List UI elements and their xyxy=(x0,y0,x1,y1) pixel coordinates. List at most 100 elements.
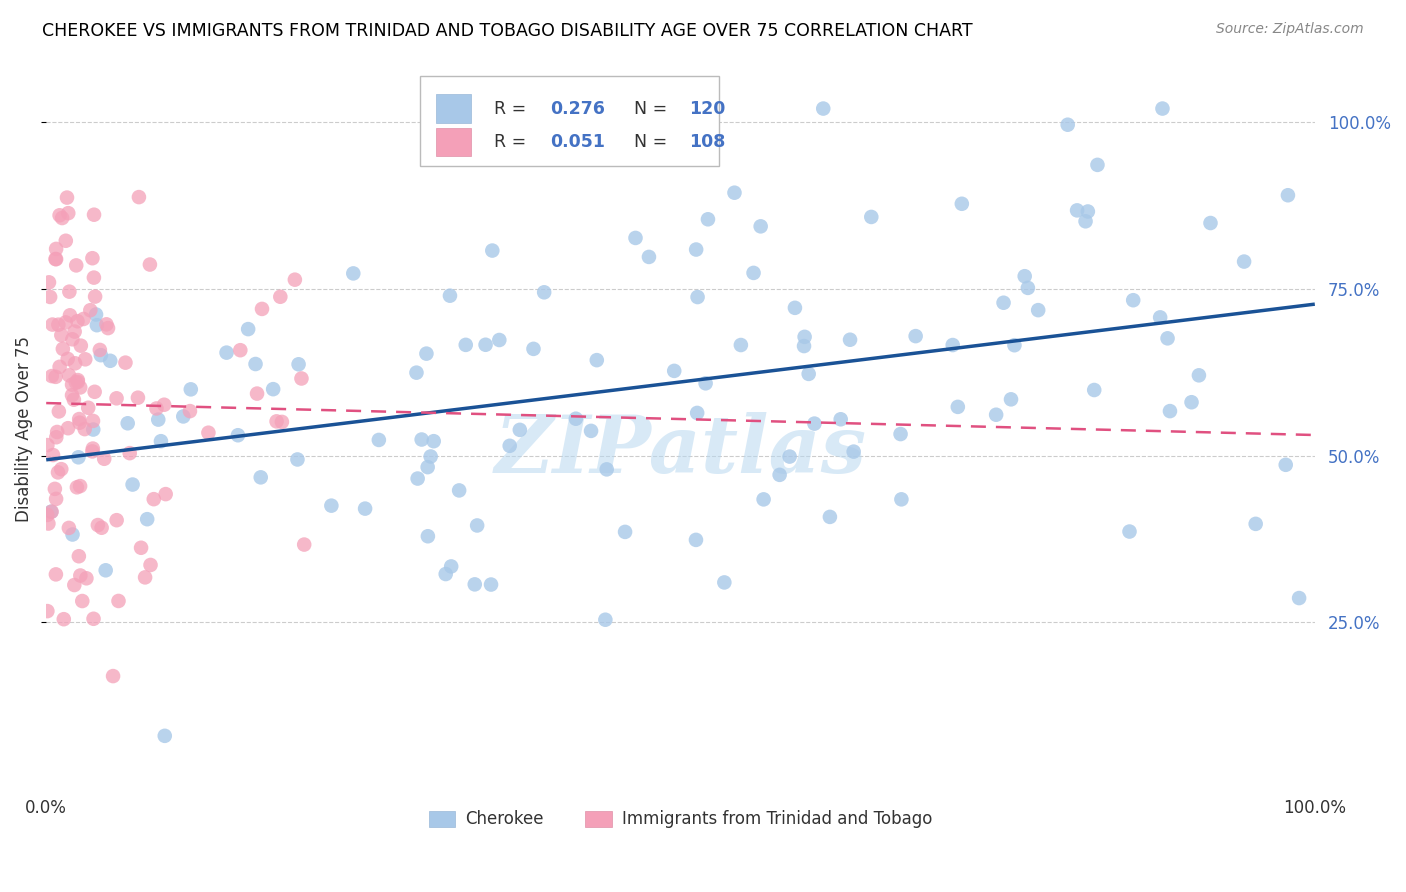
Point xyxy=(63,356,86,370)
Point xyxy=(449,483,471,498)
Point xyxy=(406,471,429,485)
Point xyxy=(153,398,176,412)
Point xyxy=(51,462,73,476)
Point xyxy=(87,518,110,533)
Point xyxy=(229,343,252,358)
Point xyxy=(46,466,69,480)
Point xyxy=(37,516,59,531)
Point xyxy=(75,352,97,367)
Point xyxy=(60,388,83,402)
Point xyxy=(1152,102,1174,116)
Point xyxy=(686,406,709,420)
Point xyxy=(830,412,852,426)
Point xyxy=(638,250,661,264)
Point xyxy=(415,346,437,360)
Point xyxy=(75,571,97,585)
Point xyxy=(803,417,825,431)
Point xyxy=(439,289,461,303)
Point xyxy=(84,308,107,322)
Bar xyxy=(436,95,471,123)
Point xyxy=(172,409,194,424)
Point xyxy=(1244,516,1267,531)
Point xyxy=(1000,392,1022,407)
Point xyxy=(55,234,77,248)
Point xyxy=(1017,281,1039,295)
Point xyxy=(37,604,59,618)
Point xyxy=(1004,338,1026,352)
Point xyxy=(41,369,63,384)
Point xyxy=(48,404,70,418)
Point xyxy=(416,460,439,475)
Point xyxy=(69,380,91,394)
Point xyxy=(105,513,128,527)
Point xyxy=(250,301,273,316)
Point xyxy=(44,482,66,496)
Point xyxy=(69,416,91,430)
Point xyxy=(614,524,637,539)
Point xyxy=(56,191,79,205)
Point xyxy=(1066,203,1088,218)
Point xyxy=(72,312,94,326)
Point xyxy=(72,594,94,608)
Point xyxy=(98,353,121,368)
Point xyxy=(84,289,107,303)
Point xyxy=(139,558,162,572)
Point xyxy=(82,414,104,428)
Point xyxy=(148,412,170,426)
Point xyxy=(454,338,477,352)
Point xyxy=(139,258,162,272)
Point xyxy=(416,529,439,543)
Point xyxy=(1277,188,1299,202)
Point xyxy=(51,328,73,343)
Point xyxy=(66,314,89,328)
Point xyxy=(67,450,90,465)
Legend: Cherokee, Immigrants from Trinidad and Tobago: Cherokee, Immigrants from Trinidad and T… xyxy=(422,804,939,835)
Point xyxy=(249,470,271,484)
Point xyxy=(56,351,79,366)
Point xyxy=(226,428,249,442)
Point xyxy=(1014,269,1036,284)
Point xyxy=(1180,395,1202,409)
Point xyxy=(45,430,67,444)
Text: 0.276: 0.276 xyxy=(550,100,605,118)
Text: CHEROKEE VS IMMIGRANTS FROM TRINIDAD AND TOBAGO DISABILITY AGE OVER 75 CORRELATI: CHEROKEE VS IMMIGRANTS FROM TRINIDAD AND… xyxy=(42,22,973,40)
Point xyxy=(65,259,87,273)
Point xyxy=(155,487,177,501)
Point xyxy=(129,541,152,555)
Bar xyxy=(436,128,471,156)
Point xyxy=(215,345,238,359)
Point xyxy=(354,501,377,516)
Point xyxy=(860,210,883,224)
Point xyxy=(842,444,865,458)
Point xyxy=(60,332,83,346)
Point xyxy=(90,521,112,535)
Point xyxy=(287,357,309,371)
Point xyxy=(440,559,463,574)
Point xyxy=(533,285,555,300)
Point xyxy=(134,570,156,584)
Point xyxy=(45,252,67,267)
Point xyxy=(522,342,544,356)
Point xyxy=(890,492,912,507)
Point xyxy=(479,577,502,591)
Point xyxy=(742,266,765,280)
Point xyxy=(44,252,66,266)
Point xyxy=(197,425,219,440)
Point xyxy=(41,318,63,332)
Point xyxy=(292,538,315,552)
Point xyxy=(153,729,176,743)
Point xyxy=(69,568,91,582)
Point xyxy=(596,462,619,476)
Point xyxy=(145,401,167,416)
Point xyxy=(52,612,75,626)
Point xyxy=(66,480,89,494)
Point xyxy=(1188,368,1211,383)
Point xyxy=(45,369,67,384)
Point xyxy=(685,243,707,257)
Point xyxy=(246,386,269,401)
Point xyxy=(730,338,752,352)
Point xyxy=(904,329,927,343)
Point xyxy=(1083,383,1105,397)
Point xyxy=(1056,118,1078,132)
Point xyxy=(664,364,686,378)
